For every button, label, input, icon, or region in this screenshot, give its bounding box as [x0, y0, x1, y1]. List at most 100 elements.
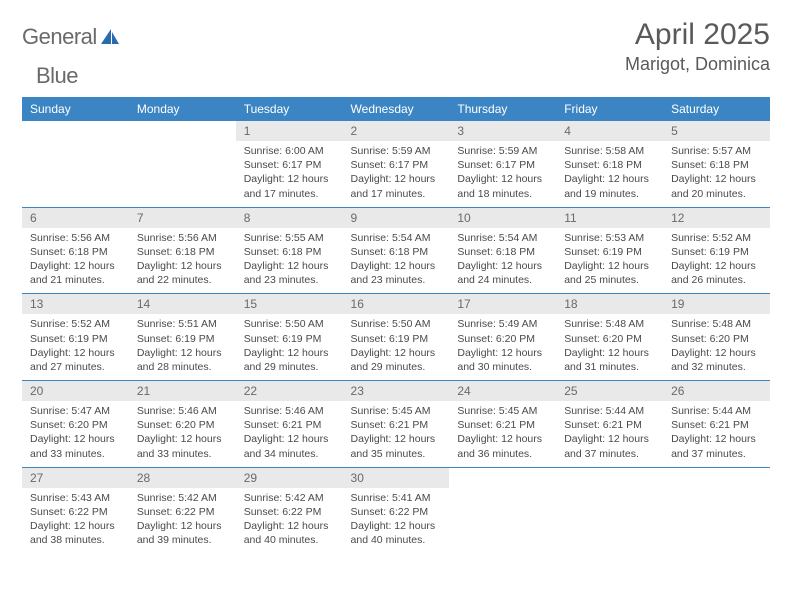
day-details: Sunrise: 5:56 AMSunset: 6:18 PMDaylight:… [22, 228, 129, 294]
day-number: 16 [343, 294, 450, 314]
day-number: 22 [236, 381, 343, 401]
title-block: April 2025 Marigot, Dominica [625, 18, 770, 75]
calendar-cell: 2Sunrise: 5:59 AMSunset: 6:17 PMDaylight… [343, 121, 450, 207]
day-number: 12 [663, 208, 770, 228]
calendar-cell: 4Sunrise: 5:58 AMSunset: 6:18 PMDaylight… [556, 121, 663, 207]
calendar-cell: 24Sunrise: 5:45 AMSunset: 6:21 PMDayligh… [449, 381, 556, 468]
calendar-cell: 17Sunrise: 5:49 AMSunset: 6:20 PMDayligh… [449, 294, 556, 381]
day-details: Sunrise: 5:48 AMSunset: 6:20 PMDaylight:… [556, 314, 663, 380]
day-number: 13 [22, 294, 129, 314]
day-details: Sunrise: 5:59 AMSunset: 6:17 PMDaylight:… [343, 141, 450, 207]
day-number: 5 [663, 121, 770, 141]
day-details: Sunrise: 5:54 AMSunset: 6:18 PMDaylight:… [343, 228, 450, 294]
logo-text-general: General [22, 24, 97, 50]
calendar-cell: 14Sunrise: 5:51 AMSunset: 6:19 PMDayligh… [129, 294, 236, 381]
weekday-header: Sunday [22, 97, 129, 121]
day-number: 4 [556, 121, 663, 141]
day-details: Sunrise: 5:52 AMSunset: 6:19 PMDaylight:… [22, 314, 129, 380]
sail-icon [99, 27, 121, 47]
day-number: 18 [556, 294, 663, 314]
weekday-header: Wednesday [343, 97, 450, 121]
day-details: Sunrise: 5:50 AMSunset: 6:19 PMDaylight:… [236, 314, 343, 380]
day-details: Sunrise: 5:42 AMSunset: 6:22 PMDaylight:… [129, 488, 236, 554]
calendar-row: 1Sunrise: 6:00 AMSunset: 6:17 PMDaylight… [22, 121, 770, 207]
day-details: Sunrise: 5:42 AMSunset: 6:22 PMDaylight:… [236, 488, 343, 554]
day-details: Sunrise: 5:41 AMSunset: 6:22 PMDaylight:… [343, 488, 450, 554]
weekday-header: Saturday [663, 97, 770, 121]
day-number: 23 [343, 381, 450, 401]
calendar-cell: 27Sunrise: 5:43 AMSunset: 6:22 PMDayligh… [22, 467, 129, 553]
calendar-cell: 23Sunrise: 5:45 AMSunset: 6:21 PMDayligh… [343, 381, 450, 468]
calendar-cell: 3Sunrise: 5:59 AMSunset: 6:17 PMDaylight… [449, 121, 556, 207]
calendar-cell: 8Sunrise: 5:55 AMSunset: 6:18 PMDaylight… [236, 207, 343, 294]
day-number: 25 [556, 381, 663, 401]
day-number: 27 [22, 468, 129, 488]
day-number: 1 [236, 121, 343, 141]
day-details: Sunrise: 5:45 AMSunset: 6:21 PMDaylight:… [343, 401, 450, 467]
day-number: 14 [129, 294, 236, 314]
day-number: 24 [449, 381, 556, 401]
day-number: 20 [22, 381, 129, 401]
calendar-cell: 30Sunrise: 5:41 AMSunset: 6:22 PMDayligh… [343, 467, 450, 553]
logo-text-blue: Blue [36, 63, 78, 89]
day-details: Sunrise: 5:57 AMSunset: 6:18 PMDaylight:… [663, 141, 770, 207]
calendar-cell: 10Sunrise: 5:54 AMSunset: 6:18 PMDayligh… [449, 207, 556, 294]
day-number: 8 [236, 208, 343, 228]
calendar-row: 27Sunrise: 5:43 AMSunset: 6:22 PMDayligh… [22, 467, 770, 553]
calendar-cell: 28Sunrise: 5:42 AMSunset: 6:22 PMDayligh… [129, 467, 236, 553]
calendar-cell-empty [129, 121, 236, 207]
calendar-cell: 9Sunrise: 5:54 AMSunset: 6:18 PMDaylight… [343, 207, 450, 294]
day-number: 10 [449, 208, 556, 228]
day-number: 29 [236, 468, 343, 488]
day-number: 11 [556, 208, 663, 228]
calendar-cell-empty [663, 467, 770, 553]
day-number: 9 [343, 208, 450, 228]
day-details: Sunrise: 5:45 AMSunset: 6:21 PMDaylight:… [449, 401, 556, 467]
day-number: 17 [449, 294, 556, 314]
calendar-cell: 18Sunrise: 5:48 AMSunset: 6:20 PMDayligh… [556, 294, 663, 381]
day-details: Sunrise: 5:55 AMSunset: 6:18 PMDaylight:… [236, 228, 343, 294]
calendar-cell: 20Sunrise: 5:47 AMSunset: 6:20 PMDayligh… [22, 381, 129, 468]
day-details: Sunrise: 5:51 AMSunset: 6:19 PMDaylight:… [129, 314, 236, 380]
calendar-cell: 6Sunrise: 5:56 AMSunset: 6:18 PMDaylight… [22, 207, 129, 294]
day-details: Sunrise: 5:44 AMSunset: 6:21 PMDaylight:… [663, 401, 770, 467]
day-details: Sunrise: 5:47 AMSunset: 6:20 PMDaylight:… [22, 401, 129, 467]
day-details: Sunrise: 5:56 AMSunset: 6:18 PMDaylight:… [129, 228, 236, 294]
calendar-cell: 16Sunrise: 5:50 AMSunset: 6:19 PMDayligh… [343, 294, 450, 381]
day-details: Sunrise: 5:46 AMSunset: 6:21 PMDaylight:… [236, 401, 343, 467]
logo: General [22, 24, 123, 50]
day-number: 2 [343, 121, 450, 141]
day-number: 26 [663, 381, 770, 401]
day-details: Sunrise: 6:00 AMSunset: 6:17 PMDaylight:… [236, 141, 343, 207]
day-details: Sunrise: 5:52 AMSunset: 6:19 PMDaylight:… [663, 228, 770, 294]
day-number: 30 [343, 468, 450, 488]
calendar-row: 20Sunrise: 5:47 AMSunset: 6:20 PMDayligh… [22, 381, 770, 468]
weekday-header-row: SundayMondayTuesdayWednesdayThursdayFrid… [22, 97, 770, 121]
calendar-cell: 21Sunrise: 5:46 AMSunset: 6:20 PMDayligh… [129, 381, 236, 468]
day-details: Sunrise: 5:54 AMSunset: 6:18 PMDaylight:… [449, 228, 556, 294]
weekday-header: Monday [129, 97, 236, 121]
calendar-cell: 1Sunrise: 6:00 AMSunset: 6:17 PMDaylight… [236, 121, 343, 207]
day-details: Sunrise: 5:44 AMSunset: 6:21 PMDaylight:… [556, 401, 663, 467]
day-number: 6 [22, 208, 129, 228]
day-number: 7 [129, 208, 236, 228]
weekday-header: Thursday [449, 97, 556, 121]
day-details: Sunrise: 5:50 AMSunset: 6:19 PMDaylight:… [343, 314, 450, 380]
weekday-header: Friday [556, 97, 663, 121]
day-details: Sunrise: 5:58 AMSunset: 6:18 PMDaylight:… [556, 141, 663, 207]
day-number: 3 [449, 121, 556, 141]
calendar-cell: 5Sunrise: 5:57 AMSunset: 6:18 PMDaylight… [663, 121, 770, 207]
calendar-cell: 19Sunrise: 5:48 AMSunset: 6:20 PMDayligh… [663, 294, 770, 381]
calendar-body: 1Sunrise: 6:00 AMSunset: 6:17 PMDaylight… [22, 121, 770, 553]
calendar-cell-empty [22, 121, 129, 207]
calendar-cell: 7Sunrise: 5:56 AMSunset: 6:18 PMDaylight… [129, 207, 236, 294]
calendar-cell: 12Sunrise: 5:52 AMSunset: 6:19 PMDayligh… [663, 207, 770, 294]
day-number: 15 [236, 294, 343, 314]
month-title: April 2025 [625, 18, 770, 52]
day-details: Sunrise: 5:48 AMSunset: 6:20 PMDaylight:… [663, 314, 770, 380]
calendar-row: 13Sunrise: 5:52 AMSunset: 6:19 PMDayligh… [22, 294, 770, 381]
calendar-cell: 15Sunrise: 5:50 AMSunset: 6:19 PMDayligh… [236, 294, 343, 381]
day-details: Sunrise: 5:43 AMSunset: 6:22 PMDaylight:… [22, 488, 129, 554]
calendar-cell: 25Sunrise: 5:44 AMSunset: 6:21 PMDayligh… [556, 381, 663, 468]
calendar-cell: 22Sunrise: 5:46 AMSunset: 6:21 PMDayligh… [236, 381, 343, 468]
